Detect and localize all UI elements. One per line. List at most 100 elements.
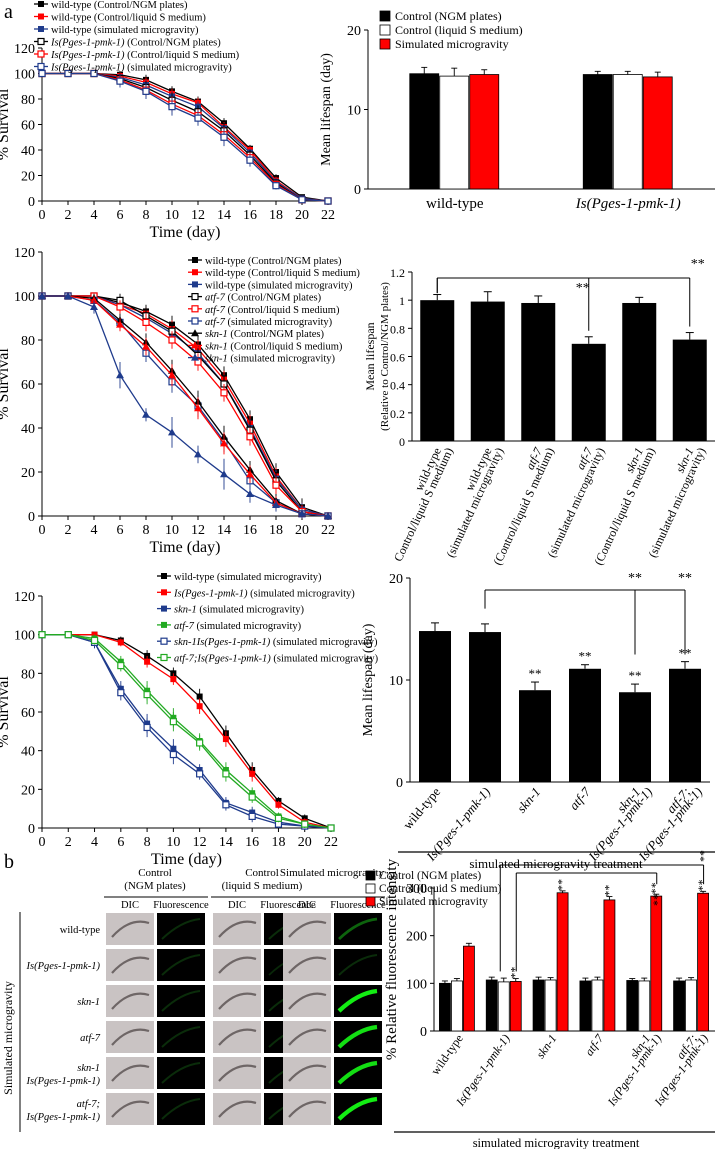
series-3 [38, 69, 332, 205]
dic-image [213, 913, 261, 945]
bar [642, 76, 673, 190]
data-point [222, 801, 230, 809]
y-tick-label: 40 [21, 422, 35, 437]
bar [650, 895, 663, 1032]
legend-entry: wild-type (Control/NGM plates) [205, 256, 342, 267]
y-tick-label: 0 [28, 195, 35, 210]
data-point [90, 303, 98, 310]
legend-marker [192, 257, 198, 263]
y-tick-label: 0 [399, 435, 405, 449]
legend-entry: Is(Pges-1-pmk-1) (simulated microgravity… [173, 588, 355, 599]
bar [673, 980, 685, 1032]
legend-marker [161, 589, 167, 596]
legend-swatch [365, 870, 376, 881]
side-label: Simulated microgravity [1, 981, 15, 1095]
chart-survival-atf7-skn1: 0 20 40 60 80 100 120 0 2 4 6 8 10 12 14 16 18 20 22 Time (… [0, 246, 360, 556]
y-tick-label: 20 [21, 170, 35, 185]
dic-worm [111, 992, 150, 1010]
dic-worm [111, 1100, 150, 1118]
bar [582, 74, 613, 190]
legend-marker [161, 621, 167, 628]
y-tick-label: 0 [28, 510, 35, 525]
bar [626, 980, 639, 1032]
data-point [194, 404, 202, 412]
x-tick-label: 10 [165, 208, 179, 223]
dic-image [283, 949, 331, 981]
series-line [42, 295, 329, 517]
bar [439, 75, 470, 190]
x-tick-label: 16 [243, 208, 257, 223]
data-point [324, 512, 332, 519]
subcolumn-label-fluorescence: Fluorescence [153, 900, 209, 911]
x-tick-label: 8 [144, 835, 151, 850]
data-point [249, 770, 256, 777]
dic-image [283, 913, 331, 945]
legend-entry-part: (Control/liquid S medium) [225, 305, 340, 316]
panel-label-b: b [4, 851, 14, 873]
x-tick-label: 20 [295, 208, 309, 223]
series-4 [38, 69, 332, 205]
data-point [194, 114, 202, 122]
row-label: skn-1 [77, 997, 100, 1008]
dic-worm [111, 1064, 150, 1082]
data-point [327, 824, 335, 832]
data-point [38, 631, 46, 639]
group-label: wild-type [426, 196, 484, 212]
legend-entry: atf-7 (Control/NGM plates) [205, 293, 322, 304]
x-tick-label: 4 [91, 835, 98, 850]
y-tick-label: 20 [21, 466, 35, 481]
data-point [116, 320, 124, 328]
fluorescence-worm [337, 988, 378, 1013]
series-line [42, 72, 329, 202]
legend-marker [37, 50, 45, 58]
bar [612, 74, 643, 190]
legend-marker [160, 653, 168, 662]
y-tick-label: 200 [406, 930, 427, 945]
x-tick-label: 10 [166, 835, 180, 850]
legend-entry: wild-type (Control/liquid S medium) [205, 268, 360, 279]
y-tick-label: 80 [21, 334, 35, 349]
legend-entry: Control (liquid S medium) [379, 883, 502, 895]
legend-entry-part: skn-1 [205, 354, 228, 365]
x-tick-label: 16 [245, 835, 259, 850]
data-point [246, 470, 254, 478]
significance-star: ** [629, 668, 642, 683]
data-point [142, 87, 150, 95]
y-tick-label: 0.4 [390, 379, 405, 393]
legend-entry: Simulated microgravity [395, 37, 509, 51]
significance-star: ** [529, 666, 542, 681]
legend-entry-part: wild-type (simulated microgravity) [51, 25, 199, 36]
treatment-label: simulated microgravity treatment [469, 856, 643, 871]
category-label: skn-1 [533, 1032, 559, 1061]
data-point [169, 718, 177, 726]
legend-entry-part: (Control/liquid S medium) [124, 50, 239, 61]
series-1 [39, 70, 331, 204]
dic-image [213, 985, 261, 1017]
dic-worm [288, 1028, 327, 1046]
bracket-star: ** [678, 571, 692, 586]
legend-entry-part: (simulated microgravity) [228, 354, 336, 365]
dic-worm [218, 920, 257, 938]
y-tick-label: 40 [21, 745, 35, 760]
bar [569, 668, 601, 782]
y-tick-label: 0 [28, 822, 35, 837]
x-tick-label: 4 [91, 523, 98, 538]
data-point [117, 689, 125, 697]
legend-entry-part: skn-1Is(Pges-1-pmk-1) [174, 637, 271, 648]
fluorescence-worm [161, 990, 201, 1012]
series-line [42, 72, 329, 202]
data-point [144, 658, 151, 665]
series-2 [39, 70, 331, 204]
subcolumn-label-dic: DIC [298, 900, 316, 911]
fluorescence-image [334, 949, 382, 981]
legend-entry: skn-1 (simulated microgravity) [174, 605, 305, 616]
fluorescence-image [334, 913, 382, 945]
data-point [143, 690, 151, 699]
data-point [168, 103, 176, 111]
x-tick-label: 6 [117, 208, 124, 223]
treatment-label: simulated microgravity treatment [473, 1136, 640, 1149]
legend-entry: skn-1 (simulated microgravity) [205, 354, 336, 365]
bracket-star: ** [628, 571, 642, 586]
bar [672, 339, 707, 441]
legend-entry-part: wild-type (simulated microgravity) [174, 572, 322, 583]
